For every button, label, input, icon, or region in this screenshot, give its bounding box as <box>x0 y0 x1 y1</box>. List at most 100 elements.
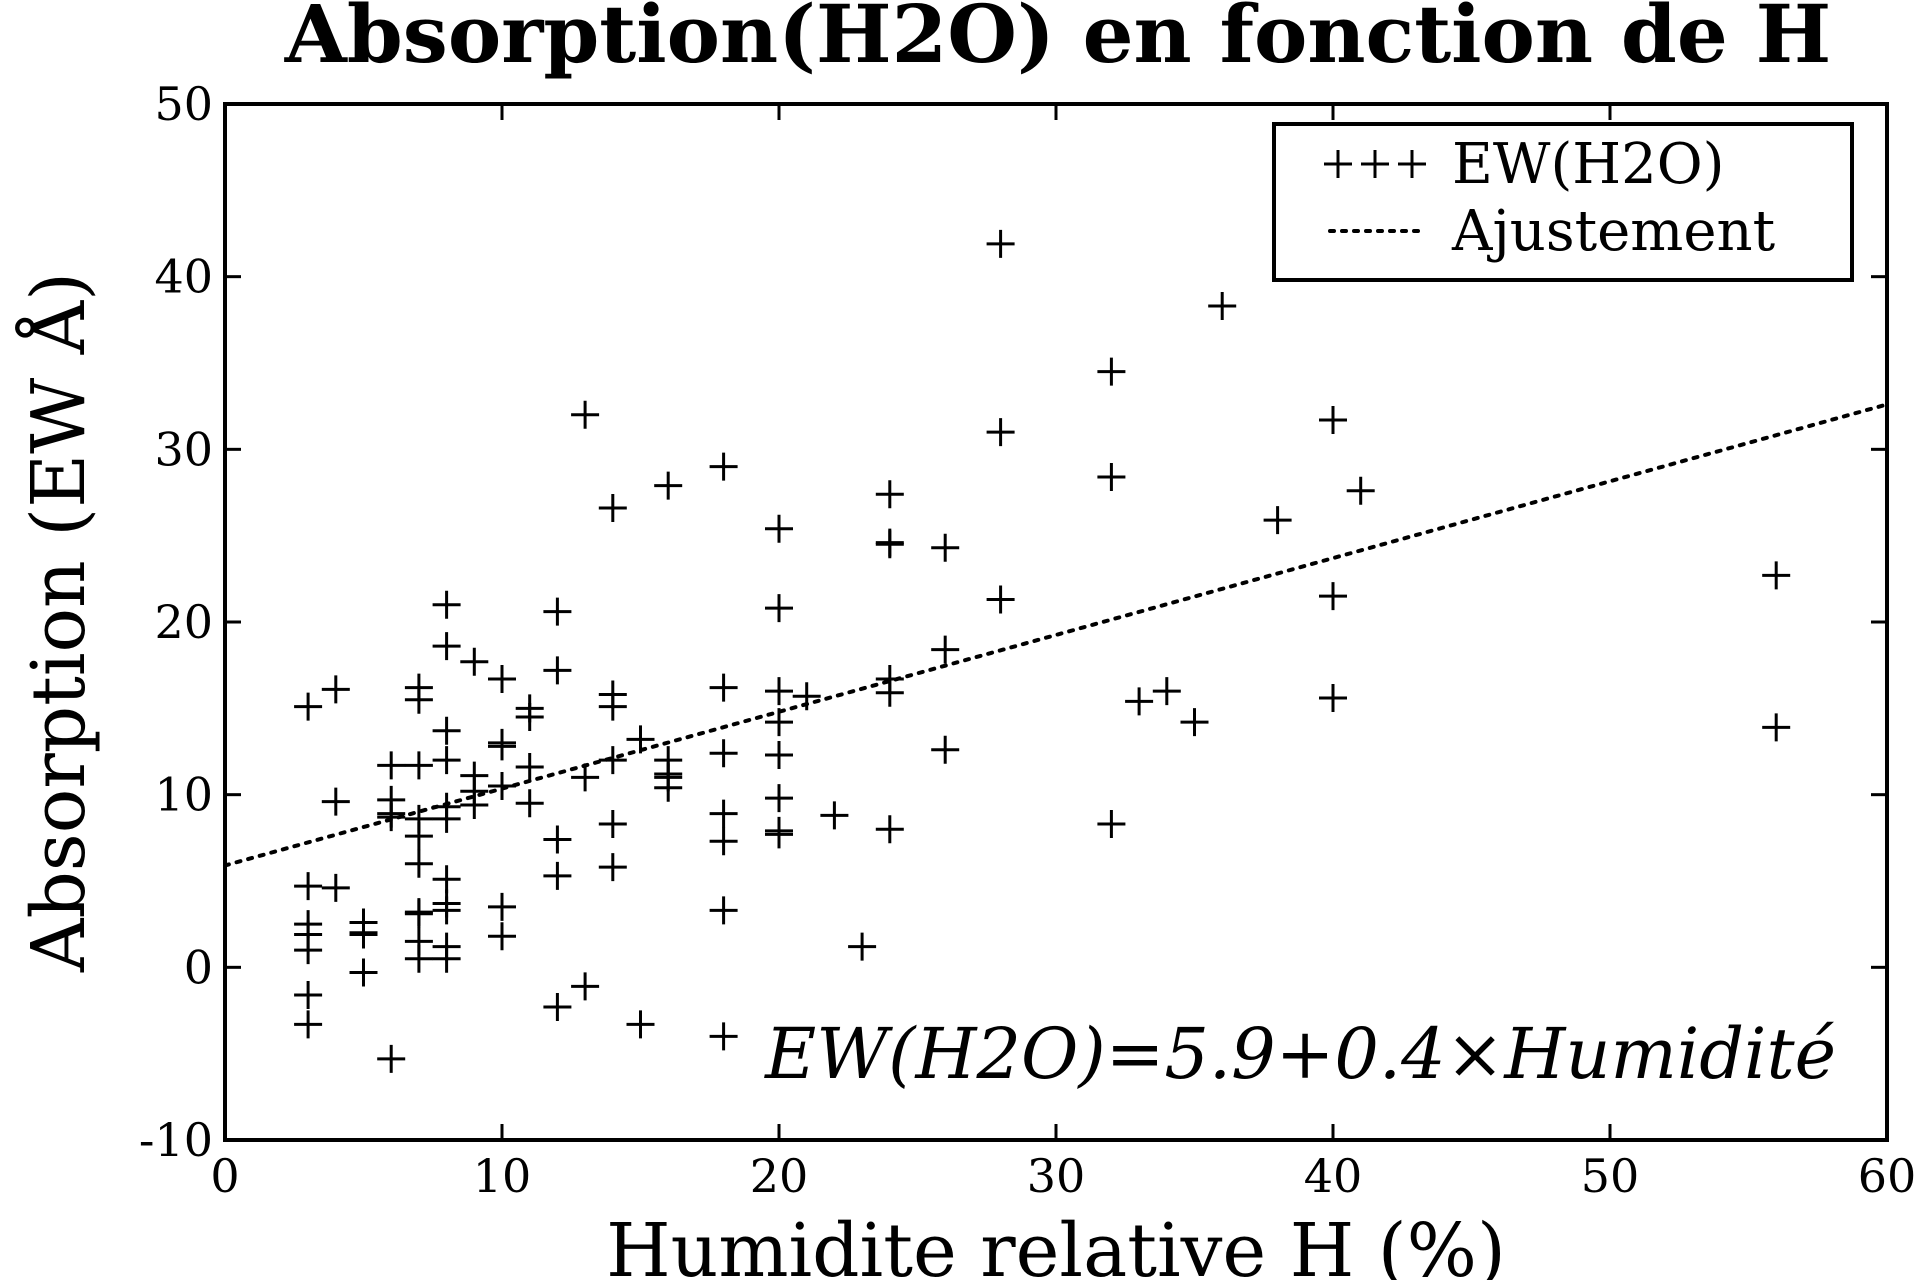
fit-line <box>223 402 1889 868</box>
legend: EW(H2O) Ajustement <box>1272 122 1854 282</box>
data-point <box>377 751 406 780</box>
data-point <box>321 873 350 902</box>
data-point <box>765 784 793 813</box>
data-point <box>432 632 461 661</box>
data-point <box>1762 713 1791 742</box>
data-point <box>488 732 516 761</box>
data-point <box>875 678 904 707</box>
legend-plus-marker <box>1398 150 1426 178</box>
data-point <box>986 229 1015 258</box>
data-point <box>294 936 323 965</box>
data-point <box>709 452 738 481</box>
data-point <box>377 1044 406 1073</box>
data-point <box>1319 405 1347 434</box>
data-point <box>432 896 461 925</box>
data-point <box>432 804 461 833</box>
data-point <box>349 958 378 987</box>
data-point <box>294 1010 323 1039</box>
data-point <box>709 827 738 856</box>
data-point <box>848 932 877 961</box>
chart-title: Absorption(H2O) en fonction de H <box>284 0 1831 81</box>
x-tick-label: 10 <box>473 1149 532 1203</box>
data-point <box>1319 582 1347 611</box>
data-point <box>709 1022 738 1051</box>
data-point <box>432 865 461 894</box>
data-point <box>765 820 793 849</box>
data-point <box>1097 357 1126 386</box>
data-point <box>709 673 738 702</box>
data-point <box>709 799 738 828</box>
data-point <box>432 944 461 973</box>
data-point <box>931 735 960 764</box>
legend-plus-marker <box>1324 150 1352 178</box>
data-point <box>931 533 960 562</box>
y-tick-label: -10 <box>139 1113 213 1167</box>
data-point <box>1152 677 1181 706</box>
data-point <box>626 1010 655 1039</box>
data-point <box>1180 708 1209 737</box>
data-point <box>765 740 793 769</box>
data-point <box>709 739 738 768</box>
data-point <box>404 751 433 780</box>
y-tick-label: 10 <box>154 768 213 822</box>
data-points <box>294 229 1791 1073</box>
data-point <box>515 702 544 731</box>
data-point <box>488 772 516 801</box>
y-tick-label: 30 <box>154 422 213 476</box>
data-point <box>598 853 627 882</box>
data-point <box>488 664 516 693</box>
data-point <box>432 746 461 775</box>
data-point <box>488 892 516 921</box>
data-point <box>432 590 461 619</box>
data-point <box>294 980 323 1009</box>
data-point <box>986 585 1015 614</box>
data-point <box>1097 462 1126 491</box>
data-point <box>460 647 489 676</box>
y-tick-label: 20 <box>154 595 213 649</box>
x-tick-label: 60 <box>1858 1149 1917 1203</box>
data-point <box>598 746 627 775</box>
data-point <box>377 799 406 828</box>
data-point <box>654 773 683 802</box>
y-tick-label: 0 <box>184 940 213 994</box>
data-point <box>1319 683 1347 712</box>
data-point <box>571 400 600 429</box>
data-point <box>1762 561 1791 590</box>
data-point <box>404 822 433 851</box>
data-point <box>321 787 350 816</box>
data-point <box>460 791 489 820</box>
legend-plus-marker <box>1361 150 1389 178</box>
data-point <box>543 993 572 1022</box>
data-point <box>598 692 627 721</box>
data-point <box>1263 506 1292 535</box>
data-point <box>1346 476 1375 505</box>
x-tick-label: 0 <box>210 1149 239 1203</box>
x-axis-label: Humidite relative H (%) <box>606 1208 1506 1280</box>
data-point <box>294 872 323 901</box>
data-point <box>543 656 572 685</box>
legend-label-fit: Ajustement <box>1451 199 1776 264</box>
y-axis-label: Absorption (EW Å) <box>14 272 102 973</box>
data-point <box>404 685 433 714</box>
data-point <box>321 675 350 704</box>
data-point <box>765 514 793 543</box>
legend-marker-ew <box>1324 150 1426 178</box>
x-tick-label: 30 <box>1027 1149 1086 1203</box>
x-tick-label: 50 <box>1581 1149 1640 1203</box>
data-point <box>571 763 600 792</box>
data-point <box>820 801 849 830</box>
data-point <box>709 896 738 925</box>
legend-box <box>1272 122 1854 282</box>
data-point <box>294 692 323 721</box>
data-point <box>875 530 904 559</box>
data-point <box>543 825 572 854</box>
data-point <box>765 677 793 706</box>
data-point <box>404 944 433 973</box>
data-point <box>654 471 683 500</box>
data-point <box>1097 810 1126 839</box>
fit-equation-annotation: EW(H2O)=5.9+0.4×Humidité <box>763 1013 1836 1095</box>
data-point <box>515 789 544 818</box>
data-point <box>404 849 433 878</box>
data-point <box>1125 687 1154 716</box>
